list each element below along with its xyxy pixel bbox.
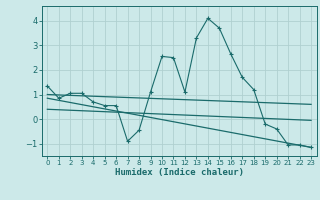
X-axis label: Humidex (Indice chaleur): Humidex (Indice chaleur)	[115, 168, 244, 177]
